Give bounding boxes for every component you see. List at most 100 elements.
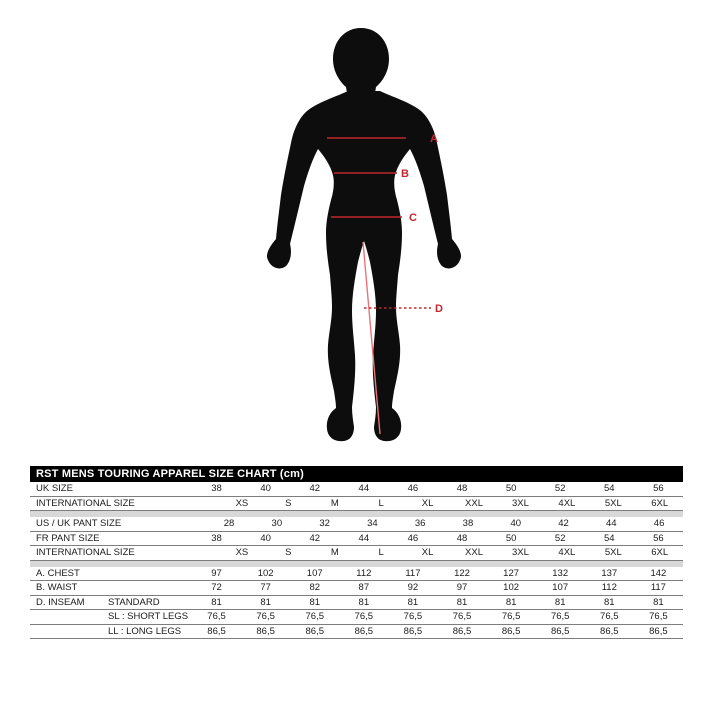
table-cell: 52 bbox=[554, 483, 566, 495]
table-cell: XXL bbox=[465, 497, 484, 509]
body-silhouette bbox=[266, 91, 462, 442]
table-cell: 44 bbox=[606, 518, 617, 530]
row-label: B. WAIST bbox=[36, 582, 78, 594]
table-row: INTERNATIONAL SIZE XS S M L XL XXL 3XL 4XL 5XL 6XL bbox=[30, 546, 683, 561]
row-label: FR PANT SIZE bbox=[36, 532, 100, 544]
table-cell: 107 bbox=[306, 567, 323, 579]
table-cell: 38 bbox=[211, 483, 222, 495]
table-cell: 46 bbox=[407, 532, 419, 544]
size-chart-table: RST MENS TOURING APPAREL SIZE CHART (cm)… bbox=[30, 466, 683, 639]
table-cell: 52 bbox=[554, 532, 566, 544]
row-label: D. INSEAM bbox=[36, 596, 85, 608]
table-row: LL : LONG LEGS 86,5 86,5 86,5 86,5 86,5 86,5 86… bbox=[30, 625, 683, 639]
table-cell: 81 bbox=[407, 596, 419, 608]
table-cell: M bbox=[330, 497, 339, 509]
table-cell: 81 bbox=[653, 596, 664, 608]
table-cell: 36 bbox=[414, 518, 426, 530]
table-cell: L bbox=[378, 497, 384, 509]
table-cell: 86,5 bbox=[354, 625, 374, 637]
table-cell: 92 bbox=[407, 582, 419, 594]
table-cell: 56 bbox=[653, 483, 664, 495]
table-cell: 81 bbox=[358, 596, 370, 608]
table-cell: 54 bbox=[604, 532, 615, 544]
section-separator bbox=[30, 511, 683, 517]
table-cell: 81 bbox=[505, 596, 517, 608]
table-cell: 77 bbox=[260, 582, 271, 594]
table-cell: 86,5 bbox=[600, 625, 619, 637]
table-cell: 112 bbox=[601, 582, 617, 594]
row-label: INTERNATIONAL SIZE bbox=[36, 497, 135, 509]
table-cell: 32 bbox=[319, 518, 330, 530]
inseam-label: D bbox=[435, 303, 443, 315]
table-cell: 4XL bbox=[558, 497, 576, 509]
table-cell: 5XL bbox=[604, 497, 622, 509]
table-cell: 102 bbox=[503, 582, 520, 594]
chest-label: A bbox=[430, 133, 438, 145]
table-cell: 81 bbox=[309, 596, 321, 608]
table-cell: 82 bbox=[309, 582, 321, 594]
table-cell: 42 bbox=[309, 532, 321, 544]
waist-label: B bbox=[401, 168, 409, 180]
table-cell: 42 bbox=[558, 518, 569, 530]
table-cell: 48 bbox=[456, 483, 468, 495]
table-cell: 76,5 bbox=[256, 611, 275, 623]
table-cell: 6XL bbox=[651, 547, 669, 559]
table-cell: 86,5 bbox=[501, 625, 521, 637]
table-cell: 50 bbox=[505, 483, 517, 495]
table-cell: 87 bbox=[358, 582, 370, 594]
table-cell: 50 bbox=[505, 532, 517, 544]
table-cell: 76,5 bbox=[600, 611, 619, 623]
table-cell: XS bbox=[235, 547, 249, 559]
body-measurement-figure: A B C D bbox=[266, 28, 462, 442]
table-cell: 86,5 bbox=[256, 625, 275, 637]
table-cell: 5XL bbox=[604, 547, 622, 559]
table-cell: 46 bbox=[653, 518, 665, 530]
table-cell: 81 bbox=[604, 596, 615, 608]
table-cell: 42 bbox=[309, 483, 321, 495]
table-cell: 40 bbox=[260, 483, 271, 495]
table-cell: 81 bbox=[260, 596, 271, 608]
table-cell: M bbox=[330, 547, 339, 559]
table-cell: 86,5 bbox=[305, 625, 324, 637]
table-cell: 107 bbox=[552, 582, 569, 594]
table-cell: 76,5 bbox=[501, 611, 521, 623]
table-cell: XS bbox=[235, 497, 249, 509]
table-cell: 97 bbox=[456, 582, 468, 594]
table-cell: 30 bbox=[271, 518, 283, 530]
table-cell: 122 bbox=[454, 567, 470, 579]
table-cell: 44 bbox=[358, 483, 370, 495]
table-cell: S bbox=[285, 547, 292, 559]
table-cell: 76,5 bbox=[550, 611, 570, 623]
table-cell: 102 bbox=[257, 567, 274, 579]
table-cell: 28 bbox=[223, 518, 235, 530]
table-row: SL : SHORT LEGS 76,5 76,5 76,5 76,5 76,5 76,5 7… bbox=[30, 610, 683, 625]
table-cell: 76,5 bbox=[452, 611, 472, 623]
table-row: UK SIZE 38 40 42 44 46 48 50 52 54 56 bbox=[30, 482, 683, 497]
head-silhouette bbox=[333, 28, 389, 96]
table-cell: 76,5 bbox=[305, 611, 324, 623]
table-cell: 86,5 bbox=[207, 625, 226, 637]
row-sublabel: STANDARD bbox=[108, 596, 160, 608]
table-cell: XL bbox=[421, 497, 434, 509]
table-title: RST MENS TOURING APPAREL SIZE CHART (cm) bbox=[36, 468, 304, 480]
table-cell: 4XL bbox=[558, 547, 576, 559]
table-cell: 86,5 bbox=[403, 625, 423, 637]
table-row: B. WAIST 72 77 82 87 92 97 102 107 112 117 bbox=[30, 581, 683, 596]
table-cell: 40 bbox=[260, 532, 271, 544]
table-row: D. INSEAM STANDARD 81 81 81 81 81 81 81 81 81 81 bbox=[30, 596, 683, 610]
table-cell: 97 bbox=[211, 567, 222, 579]
table-cell: 72 bbox=[211, 582, 222, 594]
table-cell: S bbox=[285, 497, 292, 509]
table-cell: 127 bbox=[503, 567, 520, 579]
table-cell: 34 bbox=[367, 518, 378, 530]
inseam-measure-line bbox=[362, 241, 381, 435]
table-cell: 81 bbox=[554, 596, 566, 608]
table-cell: 117 bbox=[650, 582, 666, 594]
table-cell: L bbox=[378, 547, 384, 559]
table-cell: 48 bbox=[456, 532, 468, 544]
table-cell: XXL bbox=[465, 547, 484, 559]
row-label: UK SIZE bbox=[36, 483, 73, 495]
table-cell: 3XL bbox=[512, 547, 529, 559]
table-title-bar: RST MENS TOURING APPAREL SIZE CHART (cm) bbox=[30, 466, 683, 482]
table-cell: 112 bbox=[356, 567, 372, 579]
